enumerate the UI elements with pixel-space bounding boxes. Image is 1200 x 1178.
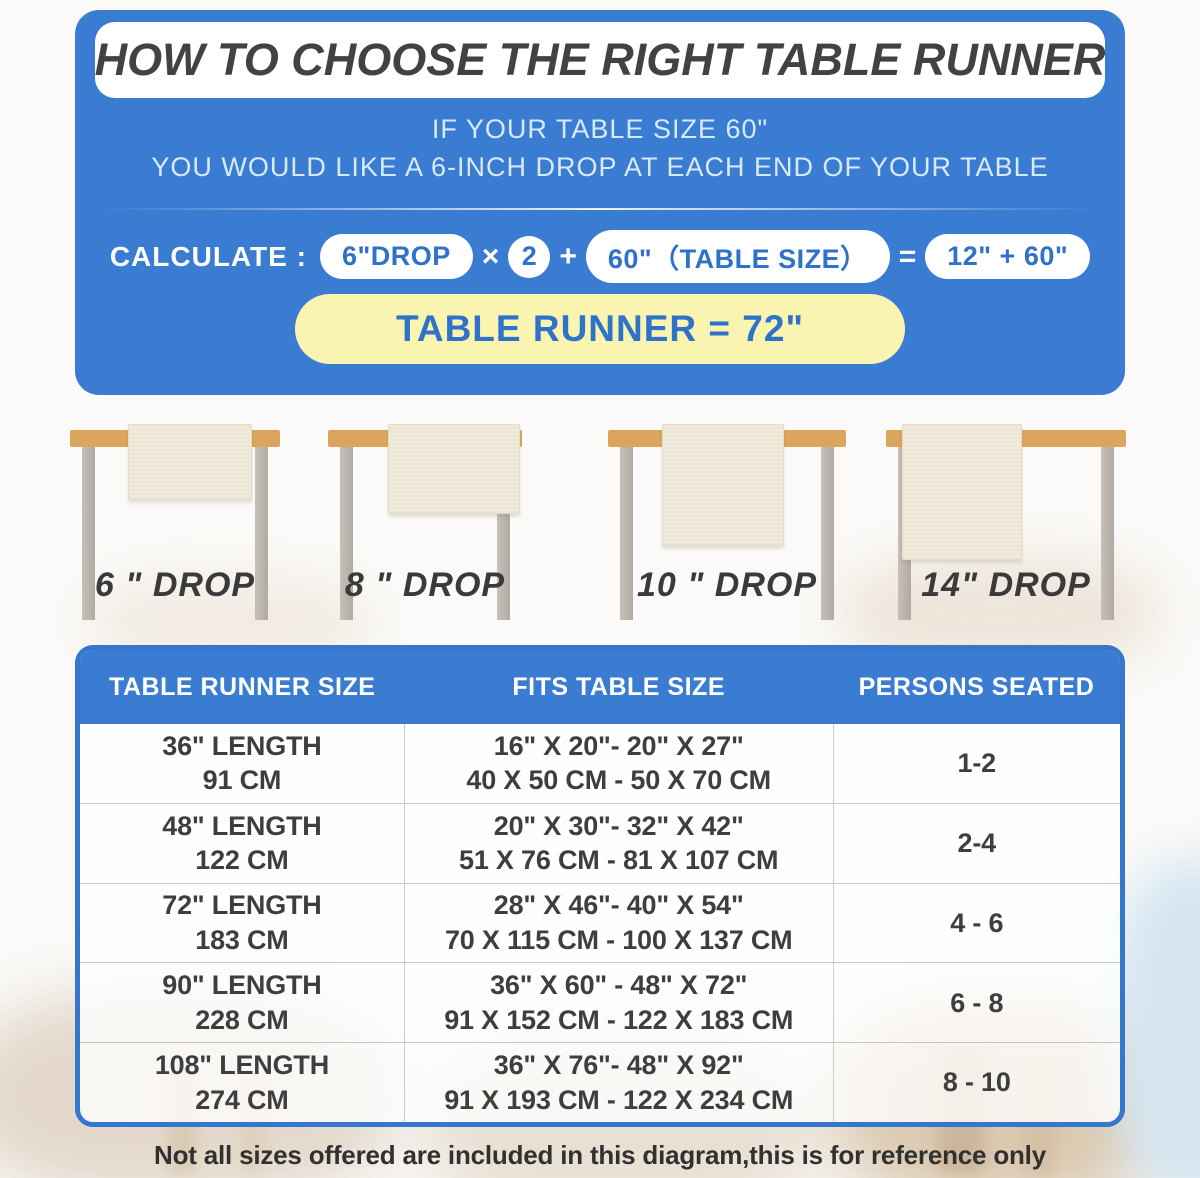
runner-size-cell: 108" LENGTH 274 CM [80,1043,405,1122]
fits-size-cell: 28" X 46"- 40" X 54" 70 X 115 CM - 100 X… [405,883,834,963]
fits-size-cell: 36" X 60" - 48" X 72" 91 X 152 CM - 122 … [405,963,834,1043]
table-runner-drape [662,424,784,546]
table-runner-drape [388,424,520,514]
table-leg-right [1101,447,1114,620]
table-illustration-10in-drop: 10 " DROP [608,420,846,660]
runner-length-in: 90" LENGTH [162,970,322,1001]
size-chart: TABLE RUNNER SIZE FITS TABLE SIZE PERSON… [75,645,1125,1127]
table-illustration-8in-drop: 8 " DROP [328,420,522,660]
fits-size-in: 28" X 46"- 40" X 54" [493,890,744,921]
column-header-runner-size: TABLE RUNNER SIZE [109,672,376,701]
persons-seated-cell: 4 - 6 [950,907,1004,938]
runner-size-cell: 90" LENGTH 228 CM [80,963,405,1043]
table-row: 90" LENGTH 228 CM 36" X 60" - 48" X 72" … [80,962,1120,1043]
title-banner: HOW TO CHOOSE THE RIGHT TABLE RUNNER [95,22,1105,98]
fits-size-cm: 91 X 193 CM - 122 X 234 CM [444,1084,794,1115]
table-leg-right [255,447,268,620]
subtitle-line-2: YOU WOULD LIKE A 6-INCH DROP AT EACH END… [151,152,1049,182]
table-row: 36" LENGTH 91 CM 16" X 20"- 20" X 27" 40… [80,724,1120,803]
table-size-pill: 60"（TABLE SIZE） [585,230,890,283]
drop-value-pill: 6"DROP [319,234,473,279]
calculation-row: CALCULATE : 6"DROP × 2 + 60"（TABLE SIZE）… [75,230,1125,283]
background-blur-shape [1110,860,1200,1178]
equals-operator: = [898,239,917,273]
runner-length-in: 108" LENGTH [154,1050,329,1081]
drop-label: 14" DROP [921,566,1091,604]
runner-length-cm: 122 CM [195,845,289,876]
runner-length-cm: 91 CM [202,765,282,796]
runner-length-cm: 228 CM [195,1004,289,1035]
divider-line [105,208,1095,210]
footnote: Not all sizes offered are included in th… [154,1140,1046,1170]
column-header-persons-seated: PERSONS SEATED [858,672,1095,701]
page-title: HOW TO CHOOSE THE RIGHT TABLE RUNNER [94,34,1106,85]
table-leg-left [82,447,95,620]
table-row: 72" LENGTH 183 CM 28" X 46"- 40" X 54" 7… [80,882,1120,963]
table-row: 48" LENGTH 122 CM 20" X 30"- 32" X 42" 5… [80,802,1120,883]
table-leg-left [620,447,633,620]
fits-size-cm: 51 X 76 CM - 81 X 107 CM [459,845,779,876]
size-chart-body: 36" LENGTH 91 CM 16" X 20"- 20" X 27" 40… [80,724,1120,1122]
multiplier-circle: 2 [508,235,551,278]
subtitle-line-1: IF YOUR TABLE SIZE 60" [431,114,769,144]
drop-label: 10 " DROP [636,566,818,604]
fits-size-in: 16" X 20"- 20" X 27" [493,730,744,761]
persons-seated-cell: 2-4 [957,827,997,858]
size-chart-header: TABLE RUNNER SIZE FITS TABLE SIZE PERSON… [80,650,1120,724]
fits-size-cm: 91 X 152 CM - 122 X 183 CM [444,1004,794,1035]
table-leg-left [340,447,353,620]
persons-seated-cell: 1-2 [957,748,997,779]
persons-seated-cell: 6 - 8 [950,987,1004,1018]
drop-label: 6 " DROP [94,566,256,604]
runner-length-in: 36" LENGTH [162,730,322,761]
fits-size-in: 20" X 30"- 32" X 42" [493,810,744,841]
runner-size-cell: 72" LENGTH 183 CM [80,883,405,963]
table-runner-drape [902,424,1022,560]
table-row: 108" LENGTH 274 CM 36" X 76"- 48" X 92" … [80,1042,1120,1122]
sum-result-pill: 12" + 60" [925,234,1091,279]
runner-length-cm: 274 CM [195,1084,289,1115]
runner-length-cm: 183 CM [195,924,289,955]
column-header-fits-table-size: FITS TABLE SIZE [512,672,725,701]
runner-size-cell: 36" LENGTH 91 CM [80,724,405,803]
runner-size-cell: 48" LENGTH 122 CM [80,803,405,883]
plus-operator: + [559,239,577,273]
table-illustration-14in-drop: 14" DROP [886,420,1126,660]
runner-length-in: 72" LENGTH [162,890,322,921]
hero-panel: HOW TO CHOOSE THE RIGHT TABLE RUNNER IF … [75,10,1125,395]
fits-size-cell: 36" X 76"- 48" X 92" 91 X 193 CM - 122 X… [405,1043,834,1122]
drop-label: 8 " DROP [344,566,506,604]
fits-size-cell: 20" X 30"- 32" X 42" 51 X 76 CM - 81 X 1… [405,803,834,883]
runner-length-in: 48" LENGTH [162,810,322,841]
table-illustration-6in-drop: 6 " DROP [70,420,280,660]
fits-size-cell: 16" X 20"- 20" X 27" 40 X 50 CM - 50 X 7… [405,724,834,803]
fits-size-cm: 70 X 115 CM - 100 X 137 CM [444,924,793,955]
table-runner-drape [128,424,252,500]
fits-size-in: 36" X 60" - 48" X 72" [490,970,748,1001]
calculate-label: CALCULATE : [109,240,307,272]
persons-seated-cell: 8 - 10 [942,1067,1011,1098]
table-leg-right [821,447,834,620]
times-operator: × [481,239,500,273]
fits-size-cm: 40 X 50 CM - 50 X 70 CM [466,765,771,796]
table-runner-total-pill: TABLE RUNNER = 72" [295,294,905,364]
fits-size-in: 36" X 76"- 48" X 92" [493,1050,744,1081]
